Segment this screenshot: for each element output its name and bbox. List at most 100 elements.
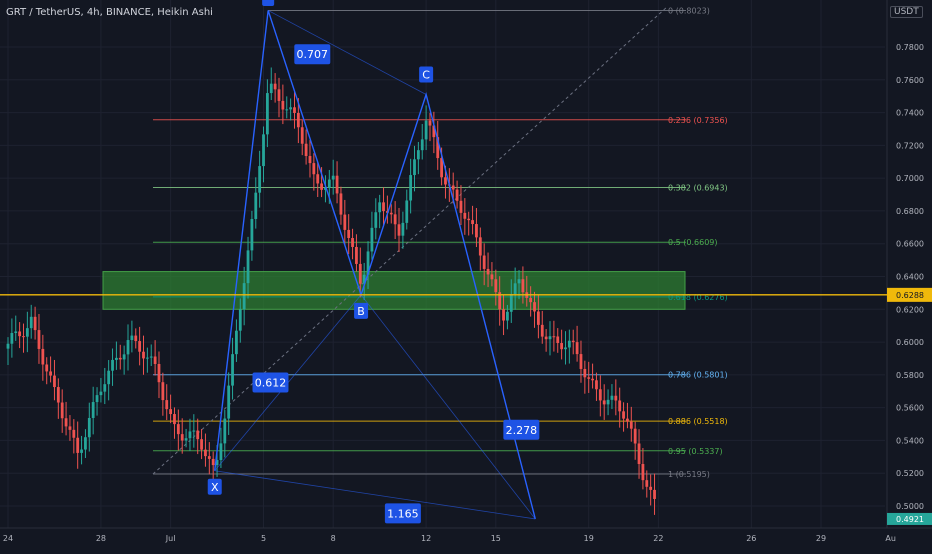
price-tick-label: 0.7000 (896, 174, 924, 183)
fib-level-label: 0.886 (0.5518) (668, 417, 728, 426)
candle-body (258, 166, 262, 193)
candle-body (262, 134, 265, 167)
candle-body (265, 93, 269, 135)
candle-body (614, 395, 618, 401)
pattern-point-x-box (207, 478, 222, 495)
dashed-trend-line (152, 5, 669, 475)
candle-body (358, 263, 362, 284)
time-tick-label: Jul (165, 534, 176, 543)
candle-body (68, 426, 72, 430)
candle-body (436, 137, 440, 159)
candle-body (157, 363, 161, 383)
candle-body (14, 331, 18, 334)
candle-body (180, 434, 184, 441)
price-tick-label: 0.7400 (896, 109, 924, 118)
pattern-path (214, 10, 536, 520)
candle-body (53, 375, 56, 388)
candle-body (142, 351, 145, 359)
candle-body (145, 357, 149, 359)
candle-body (122, 354, 126, 360)
candle-body (149, 356, 153, 358)
candle-body (153, 356, 157, 364)
candle-body (76, 437, 80, 453)
candle-body (637, 443, 641, 465)
last-price-label: 0.4921 (896, 515, 924, 524)
candle-body (467, 218, 471, 221)
ratio-box (384, 503, 421, 524)
candle-body (254, 192, 258, 220)
pattern-point-c-box (419, 66, 434, 83)
fib-level-label: 0.618 (0.6276) (668, 293, 728, 302)
candle-body (215, 459, 219, 466)
time-tick-label: 19 (584, 534, 594, 543)
candle-body (622, 411, 625, 419)
candle-body (444, 177, 447, 185)
candle-body (126, 340, 130, 355)
candle-body (362, 274, 366, 284)
candle-body (99, 391, 103, 396)
time-tick-label: 26 (746, 534, 756, 543)
candle-body (351, 238, 354, 247)
time-tick-label: 15 (491, 534, 501, 543)
candle-body (200, 439, 203, 450)
fib-level-label: 0.382 (0.6943) (668, 183, 728, 192)
pattern-ac-line (267, 10, 427, 95)
candle-body (231, 354, 234, 386)
candle-body (10, 333, 14, 344)
fib-level-label: 0.95 (0.5337) (668, 447, 723, 456)
candle-body (653, 489, 656, 499)
pattern-point-b-box (354, 302, 369, 319)
candle-body (409, 175, 413, 201)
candle-body (475, 224, 478, 238)
candle-body (103, 384, 107, 392)
pattern-xd-line (214, 470, 536, 520)
candle-body (324, 187, 327, 190)
candle-body (296, 112, 300, 128)
candle-body (521, 279, 525, 293)
candle-body (536, 311, 540, 325)
candle-body (355, 246, 358, 264)
candle-body (293, 107, 296, 113)
price-tick-label: 0.6800 (896, 207, 924, 216)
candle-body (595, 380, 598, 390)
fib-level-label: 0 (0.8023) (668, 6, 710, 15)
candle-body (633, 428, 637, 444)
candle-body (583, 368, 587, 378)
candle-body (339, 193, 343, 215)
pattern-point-b-label: B (357, 305, 365, 318)
time-tick-label: 29 (816, 534, 826, 543)
time-tick-label: Au (885, 534, 896, 543)
candle-body (304, 143, 308, 157)
candle-body (575, 342, 579, 355)
candle-body (587, 377, 591, 379)
candle-body (134, 335, 138, 342)
candle-body (416, 150, 420, 160)
candle-body (649, 486, 653, 490)
price-tick-label: 0.6600 (896, 240, 924, 249)
candle-body (424, 120, 428, 140)
candle-body (285, 109, 289, 111)
price-tick-label: 0.5000 (896, 502, 924, 511)
price-axis-bg (887, 0, 932, 528)
candle-body (320, 183, 323, 190)
candle-body (366, 251, 370, 275)
candle-body (343, 214, 347, 230)
candle-body (84, 437, 87, 450)
candle-body (289, 107, 293, 110)
candle-body (130, 335, 134, 341)
candle-body (246, 250, 250, 284)
candle-body (602, 400, 606, 405)
candle-body (540, 324, 544, 337)
time-axis-bg (0, 528, 932, 550)
candle-body (273, 83, 277, 90)
candle-body (529, 297, 533, 303)
ratio-box (294, 44, 331, 65)
price-tick-label: 0.6200 (896, 305, 924, 314)
candle-body (64, 418, 68, 427)
candle-body (556, 336, 560, 344)
fib-level-label: 1 (0.5195) (668, 470, 710, 479)
candle-body (115, 357, 118, 360)
currency-unit-badge[interactable]: USDT (890, 6, 923, 18)
